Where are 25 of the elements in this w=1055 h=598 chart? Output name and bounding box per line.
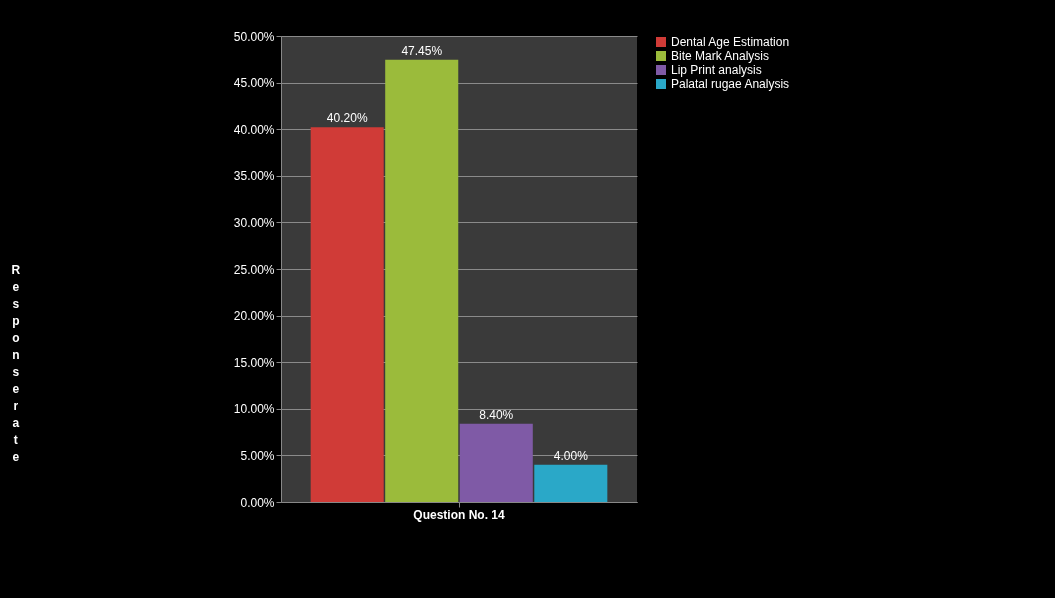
data-label: 4.00% xyxy=(553,448,589,463)
y-tick-label: 10.00% xyxy=(233,402,275,417)
bar xyxy=(385,59,459,502)
data-label: 40.20% xyxy=(326,111,368,126)
data-label: 8.40% xyxy=(479,407,514,422)
y-tick-label: 50.00% xyxy=(233,29,275,44)
y-tick-label: 0.00% xyxy=(240,495,275,510)
legend-label: Palatal rugae Analysis xyxy=(671,77,790,91)
y-tick-label: 25.00% xyxy=(233,262,275,277)
y-tick-label: 15.00% xyxy=(233,355,275,370)
bar xyxy=(310,127,384,502)
y-tick-label: 40.00% xyxy=(233,122,275,137)
y-tick-label: 5.00% xyxy=(240,448,275,463)
y-tick-label: 35.00% xyxy=(233,169,275,184)
y-tick-label: 45.00% xyxy=(233,76,275,91)
legend-label: Dental Age Estimation xyxy=(671,35,790,49)
legend-label: Lip Print analysis xyxy=(671,63,762,77)
bar xyxy=(459,423,533,502)
legend-label: Bite Mark Analysis xyxy=(671,49,770,63)
text: Response rate xyxy=(11,262,21,464)
y-tick-label: 20.00% xyxy=(233,309,275,324)
data-label: 47.45% xyxy=(401,43,443,58)
x-tick-label: Question No. 14 xyxy=(413,507,505,522)
y-tick-label: 30.00% xyxy=(233,215,275,230)
bar xyxy=(534,464,608,502)
